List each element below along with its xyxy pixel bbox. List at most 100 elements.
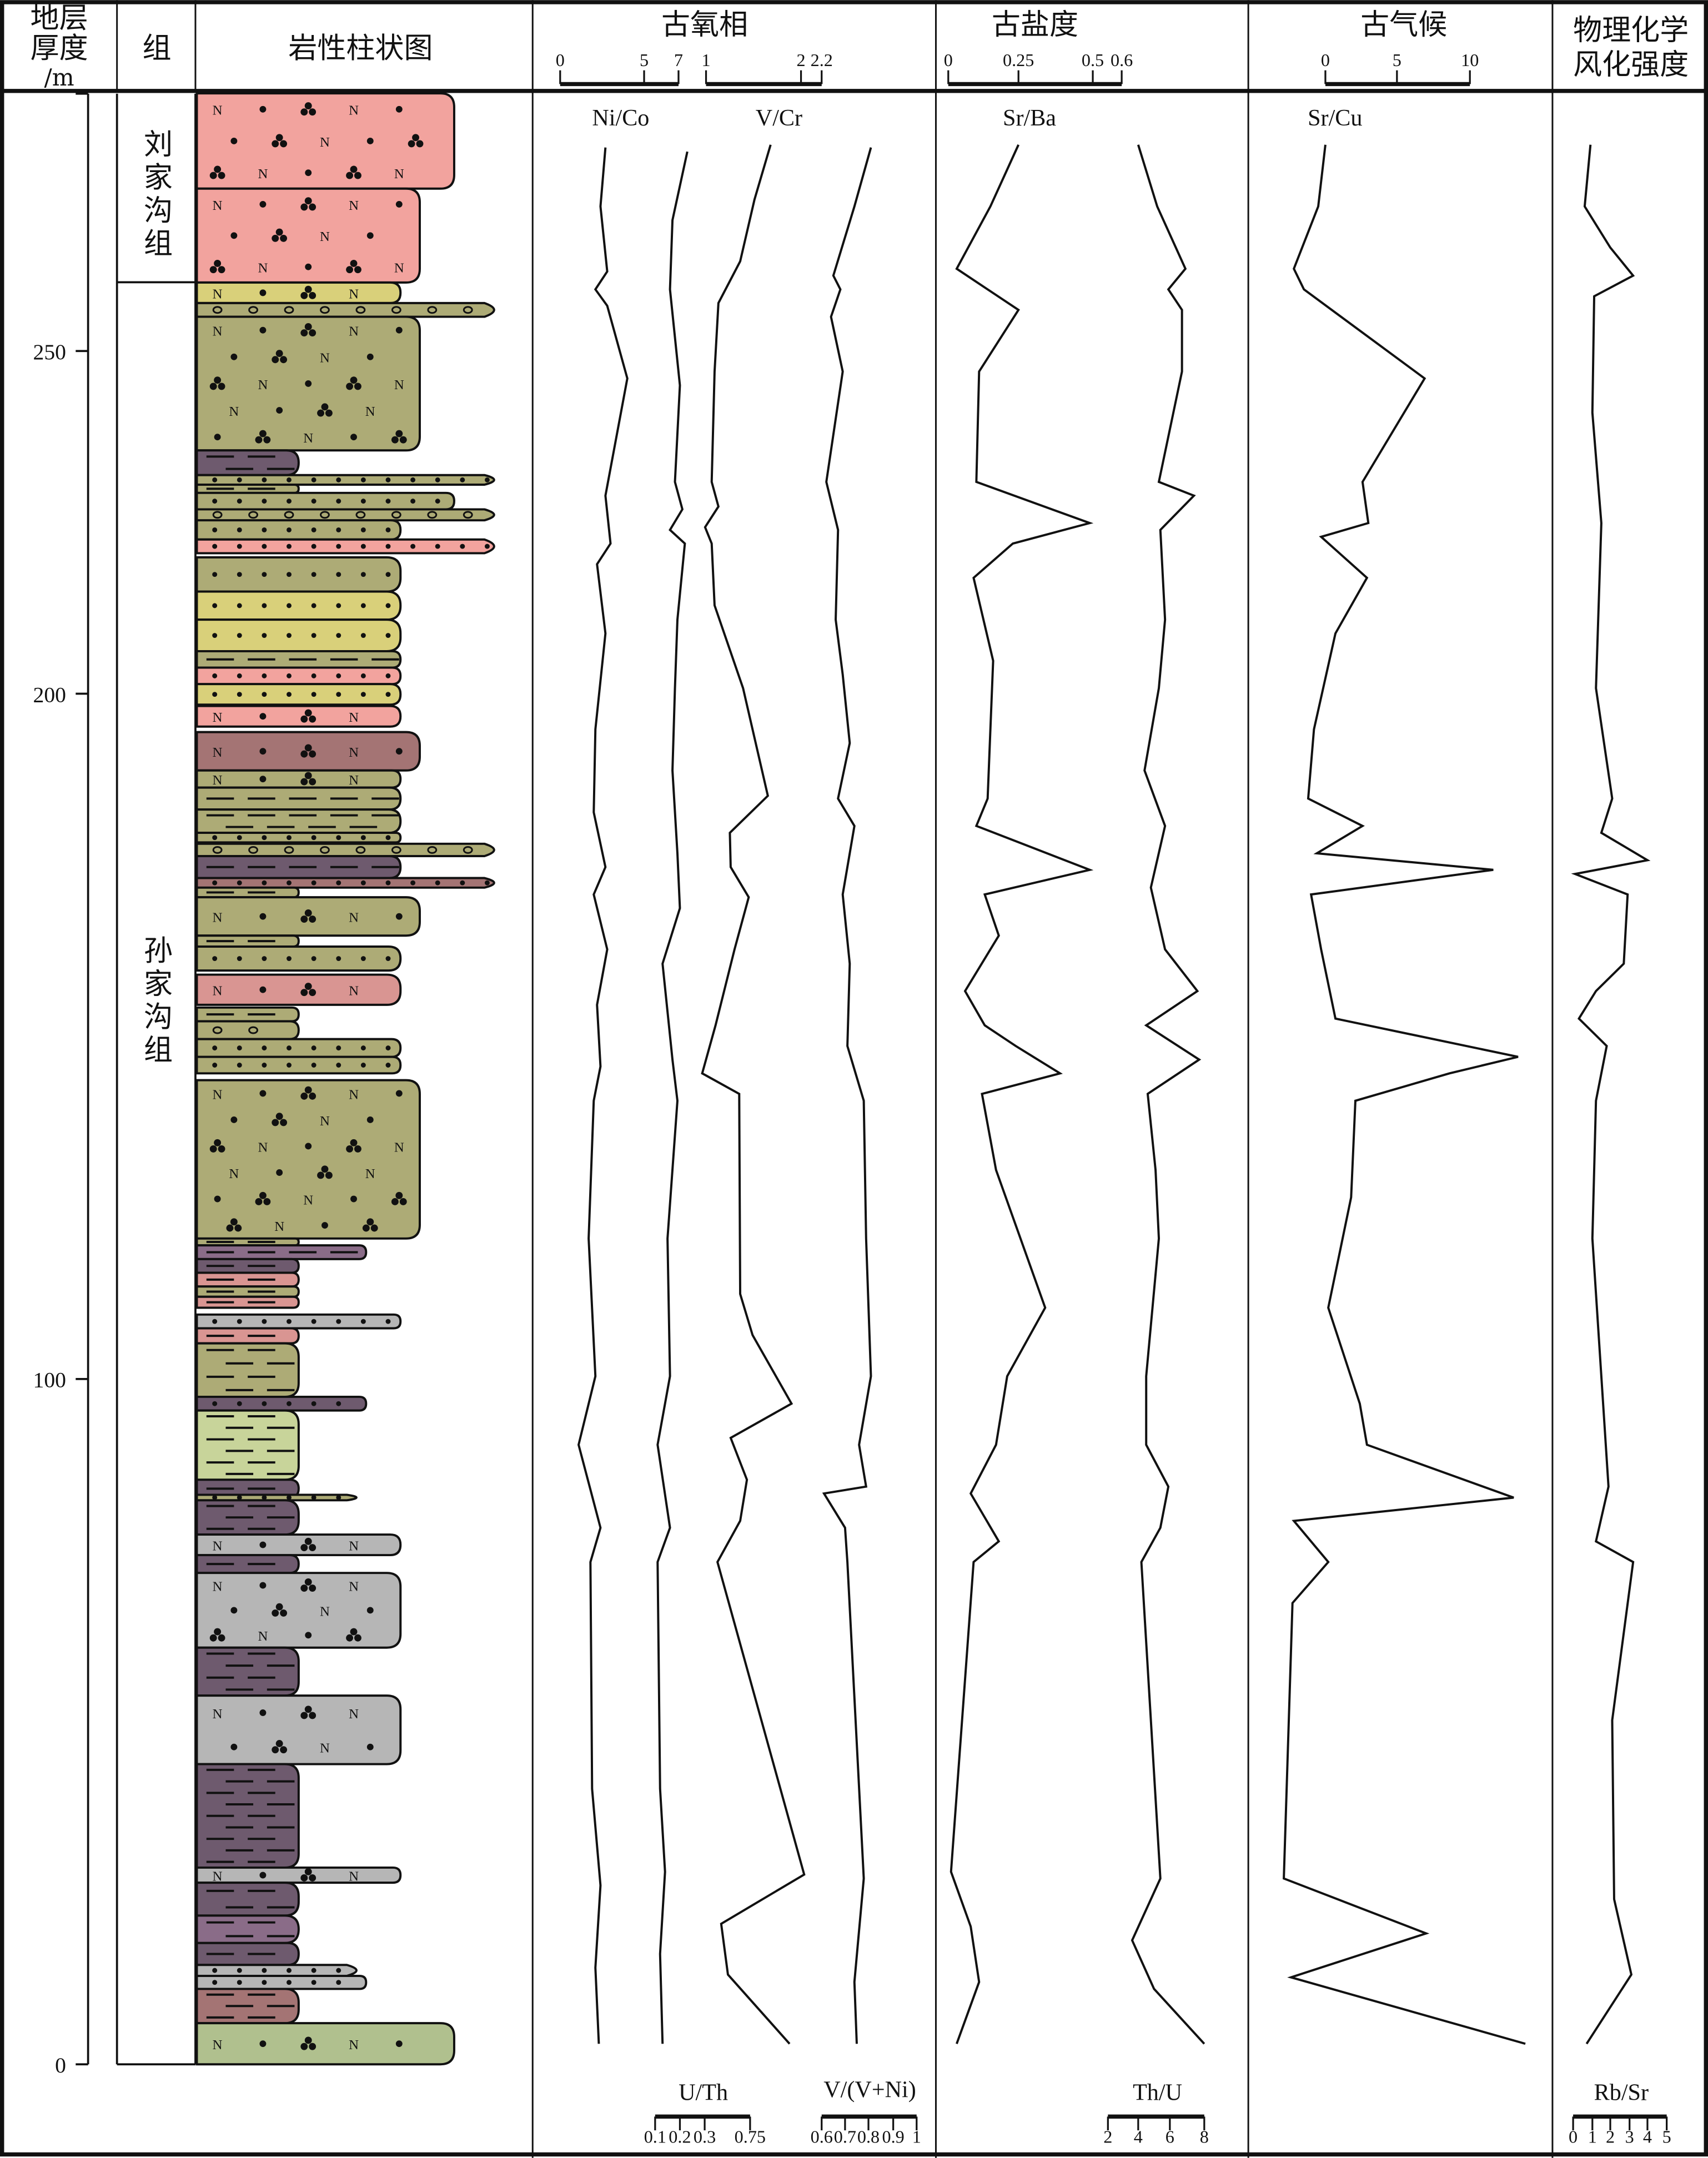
- litho-layer: [195, 92, 455, 190]
- triplet-grain-symbol: [309, 203, 317, 211]
- dot-symbol: [212, 1495, 218, 1500]
- dot-symbol: [311, 633, 317, 638]
- dot-symbol: [385, 572, 391, 577]
- dot-symbol: [287, 633, 292, 638]
- litho-layer: [195, 1533, 402, 1557]
- pebble-symbol: [284, 306, 294, 314]
- dot-symbol: [350, 434, 357, 441]
- depth-tick-label: 100: [33, 1368, 66, 1392]
- dot-symbol: [237, 1968, 242, 1973]
- scale-tick-label: 0: [1321, 50, 1330, 70]
- dot-symbol: [237, 673, 242, 678]
- triplet-grain-symbol: [309, 715, 317, 723]
- litho-layer: [195, 508, 495, 522]
- triplet-grain-symbol: [300, 778, 308, 786]
- sandstone-n-symbol: N: [349, 911, 359, 925]
- dot-symbol: [287, 835, 292, 841]
- dot-symbol: [259, 200, 267, 208]
- sandstone-n-symbol: N: [320, 351, 330, 366]
- dot-symbol: [311, 1063, 317, 1068]
- series-label: V/Cr: [756, 105, 802, 131]
- triplet-grain-symbol: [230, 1218, 238, 1226]
- triplet-grain-symbol: [214, 1139, 222, 1146]
- group-labels: 刘 家 沟 组 孙 家 沟 组: [144, 128, 173, 1067]
- dot-symbol: [395, 913, 403, 920]
- litho-layer: [195, 281, 402, 304]
- dot-symbol: [395, 326, 403, 334]
- triplet-grain-symbol: [309, 1584, 317, 1592]
- dot-symbol: [311, 1495, 317, 1500]
- dot-symbol: [259, 776, 267, 783]
- dot-symbol: [311, 499, 317, 504]
- dot-symbol: [237, 1401, 242, 1406]
- triplet-grain-symbol: [259, 430, 267, 437]
- sandstone-n-symbol: N: [349, 324, 359, 339]
- litho-layer: [195, 1493, 358, 1502]
- triplet-grain-symbol: [218, 1634, 225, 1642]
- dot-symbol: [237, 1319, 242, 1324]
- pebble-symbol: [391, 511, 401, 519]
- dot-symbol: [385, 499, 391, 504]
- triplet-grain-symbol: [280, 1609, 288, 1617]
- triplet-grain-symbol: [300, 1874, 308, 1882]
- dot-symbol: [336, 692, 341, 697]
- dot-symbol: [311, 1968, 317, 1973]
- scale-tick-label: 8: [1200, 2126, 1209, 2146]
- sandstone-n-symbol: N: [213, 710, 223, 725]
- dot-symbol: [336, 835, 341, 841]
- triplet-grain-symbol: [309, 329, 317, 337]
- triplet-grain-symbol: [354, 1634, 361, 1642]
- triplet-grain-symbol: [280, 140, 288, 148]
- triplet-grain-symbol: [366, 1218, 374, 1226]
- sandstone-n-symbol: N: [349, 1707, 359, 1722]
- dot-symbol: [287, 1045, 292, 1051]
- dot-symbol: [336, 603, 341, 608]
- triplet-grain-symbol: [304, 102, 312, 110]
- dot-symbol: [410, 499, 416, 504]
- litho-layer: [195, 945, 402, 972]
- triplet-grain-symbol: [300, 291, 308, 299]
- header-paleo-redox: 古氧相: [661, 8, 748, 42]
- triplet-grain-symbol: [300, 715, 308, 723]
- dot-symbol: [287, 880, 292, 886]
- pebble-symbol: [248, 511, 258, 519]
- triplet-grain-symbol: [300, 750, 308, 758]
- dot-symbol: [230, 138, 238, 144]
- dot-symbol: [259, 289, 267, 296]
- pebble-symbol: [320, 846, 330, 854]
- dot-symbol: [460, 880, 465, 886]
- series-label: Ni/Co: [592, 105, 649, 131]
- scale-tick-label: 2: [1606, 2126, 1615, 2146]
- sandstone-n-symbol: N: [258, 167, 268, 182]
- litho-layer: [195, 1572, 402, 1649]
- triplet-grain-symbol: [304, 709, 312, 717]
- sandstone-n-symbol: N: [213, 984, 223, 999]
- pebble-symbol: [320, 306, 330, 314]
- scale-tick-label: 0.75: [735, 2126, 766, 2146]
- curve-th-u: [1131, 144, 1205, 2045]
- scale-tick-label: 0.5: [1082, 50, 1104, 70]
- dot-symbol: [287, 1063, 292, 1068]
- dot-symbol: [336, 1980, 341, 1985]
- dot-symbol: [336, 1968, 341, 1973]
- series-label: U/Th: [679, 2080, 728, 2106]
- header-weathering-line2: 风化强度: [1573, 48, 1689, 82]
- sandstone-n-symbol: N: [349, 198, 359, 213]
- dot-symbol: [360, 499, 366, 504]
- triplet-grain-symbol: [300, 1584, 308, 1592]
- dot-symbol: [287, 1401, 292, 1406]
- dot-symbol: [262, 572, 267, 577]
- litho-layer: [195, 832, 402, 844]
- dot-symbol: [237, 633, 242, 638]
- sandstone-n-symbol: N: [213, 1579, 223, 1594]
- triplet-grain-symbol: [416, 140, 424, 148]
- triplet-grain-symbol: [272, 140, 279, 148]
- triplet-grain-symbol: [218, 1145, 225, 1153]
- dot-symbol: [360, 544, 366, 549]
- dot-symbol: [311, 673, 317, 678]
- dot-symbol: [385, 835, 391, 841]
- dot-symbol: [311, 880, 317, 886]
- triplet-grain-symbol: [350, 1139, 358, 1146]
- dot-symbol: [212, 499, 218, 504]
